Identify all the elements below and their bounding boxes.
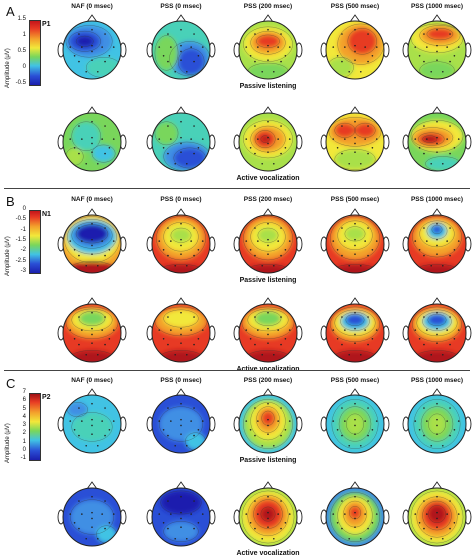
color-scale-bar (29, 20, 41, 86)
color-scale-tick: 5 (22, 405, 26, 412)
color-scale-tick: 7 (22, 389, 26, 395)
scalp-topography-map (320, 208, 390, 274)
scalp-topography-map (320, 297, 390, 363)
scalp-topography-map (233, 14, 303, 80)
column-header: NAF (0 msec) (71, 3, 113, 10)
column-header: PSS (1000 msec) (410, 3, 464, 10)
panel-letter: A (6, 4, 15, 19)
column-header: NAF (0 msec) (71, 377, 113, 384)
color-scale-tick: 0.5 (17, 48, 26, 54)
scalp-topography-map (233, 481, 303, 547)
scalp-topography-map (57, 297, 127, 363)
component-label: N1 (42, 211, 51, 218)
color-scale-tick: 6 (22, 397, 26, 404)
column-header: PSS (0 msec) (160, 377, 202, 384)
column-header: PSS (200 msec) (243, 196, 293, 203)
scalp-topography-map (57, 208, 127, 274)
color-scale-tick: 1 (22, 32, 26, 38)
column-header: NAF (0 msec) (71, 196, 113, 203)
color-scale-tick: -1 (20, 455, 26, 461)
column-header: PSS (0 msec) (160, 196, 202, 203)
scalp-topography-map (320, 14, 390, 80)
scalp-topography-map (57, 481, 127, 547)
condition-label: Active vocalization (213, 366, 323, 373)
color-scale-tick: 3 (22, 422, 26, 428)
component-label: P2 (42, 394, 51, 401)
color-scale-tick: 0 (22, 64, 26, 70)
scalp-topography-map (320, 388, 390, 454)
scalp-topography-map (146, 481, 216, 547)
scalp-topography-map (233, 388, 303, 454)
panel-divider (4, 370, 470, 371)
column-header: PSS (200 msec) (243, 3, 293, 10)
scalp-topography-map (146, 388, 216, 454)
column-header: PSS (500 msec) (330, 3, 380, 10)
column-header: PSS (500 msec) (330, 196, 380, 203)
scalp-topography-map (146, 106, 216, 172)
scalp-topography-map (57, 106, 127, 172)
scalp-topography-map (402, 481, 472, 547)
scalp-topography-map (146, 14, 216, 80)
condition-label: Passive listening (239, 457, 297, 464)
scalp-topography-map (320, 481, 390, 547)
panel-letter: C (6, 376, 16, 391)
color-scale-tick: 0 (22, 206, 26, 212)
color-scale-bar (29, 393, 41, 461)
column-header: PSS (0 msec) (160, 3, 202, 10)
color-scale-tick: -2 (20, 247, 26, 254)
scalp-topography-map (146, 208, 216, 274)
color-scale-tick: -1 (20, 226, 26, 233)
scalp-topography-map (402, 14, 472, 80)
scalp-topography-map (402, 388, 472, 454)
condition-label: Active vocalization (236, 175, 300, 182)
color-scale-label: Amplitude (μV) (5, 236, 11, 276)
color-scale-tick: 1 (22, 438, 26, 445)
color-scale-tick: 0 (22, 446, 26, 453)
color-scale-tick: 2 (22, 430, 26, 437)
scalp-topography-map (320, 106, 390, 172)
color-scale-tick: -0.5 (15, 80, 26, 86)
scalp-topography-map (402, 297, 472, 363)
color-scale-bar (29, 210, 41, 274)
component-label: P1 (42, 21, 51, 28)
color-scale-tick: -1.5 (15, 237, 26, 243)
column-header: PSS (200 msec) (243, 377, 293, 384)
color-scale-label: Amplitude (μV) (5, 423, 11, 463)
condition-label: Passive listening (239, 277, 297, 284)
scalp-topography-map (233, 208, 303, 274)
color-scale-tick: 4 (22, 413, 26, 420)
color-scale-tick: 1.5 (17, 16, 26, 22)
column-header: PSS (1000 msec) (410, 377, 464, 384)
condition-label: Passive listening (239, 83, 297, 90)
scalp-topography-map (233, 106, 303, 172)
scalp-topography-map (57, 388, 127, 454)
color-scale-tick: -3 (20, 268, 26, 274)
color-scale-tick: -0.5 (15, 216, 26, 223)
panel-divider (4, 188, 470, 189)
scalp-topography-map (57, 14, 127, 80)
scalp-topography-map (402, 208, 472, 274)
condition-label: Active vocalization (236, 550, 300, 557)
scalp-topography-map (233, 297, 303, 363)
column-header: PSS (1000 msec) (410, 196, 464, 203)
color-scale-label: Amplitude (μV) (5, 48, 11, 88)
scalp-topography-map (146, 297, 216, 363)
scalp-topography-map (402, 106, 472, 172)
panel-letter: B (6, 194, 15, 209)
column-header: PSS (500 msec) (330, 377, 380, 384)
color-scale-tick: -2.5 (15, 257, 26, 264)
